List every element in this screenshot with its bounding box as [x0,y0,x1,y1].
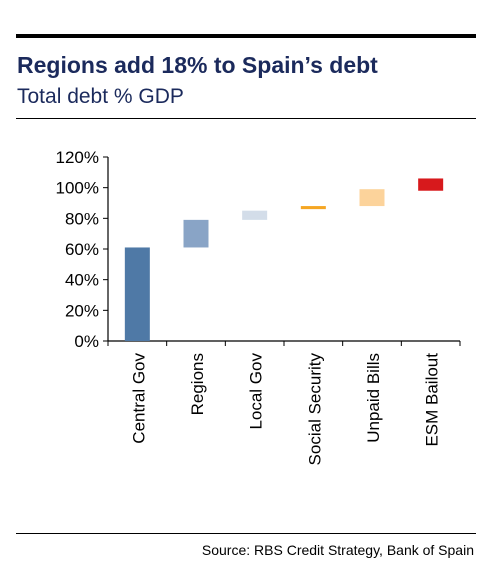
bar-local-gov [242,210,268,220]
chart-subtitle: Total debt % GDP [17,85,184,108]
bar-unpaid-bills [359,189,385,207]
x-tick-label: Local Gov [247,353,266,430]
x-axis: Central Gov Regions Local Gov Social Securi… [107,340,461,466]
source-note: Source: RBS Credit Strategy, Bank of Spa… [201,542,474,558]
x-tick-label: Central Gov [129,353,148,444]
bar-esm-bailout [418,178,444,191]
y-tick-label: 100% [56,179,99,198]
y-tick-label: 20% [65,301,99,320]
y-tick-label: 0% [74,332,99,351]
y-tick-label: 120% [56,148,99,167]
x-tick-label: ESM Bailout [423,353,442,447]
x-tick-label: Unpaid Bills [364,353,383,443]
bar-central-gov [124,247,150,341]
x-tick-label: Social Security [305,353,324,466]
chart-title: Regions add 18% to Spain’s debt [17,52,378,78]
bar-social-security [300,206,326,210]
y-tick-label: 80% [65,209,99,228]
bars-group [124,178,444,341]
y-tick-label: 60% [65,240,99,259]
bar-regions [183,219,209,248]
x-tick-label: Regions [188,353,207,415]
y-tick-label: 40% [65,271,99,290]
footer-divider [16,533,476,534]
header-divider [16,118,476,119]
top-rule [16,34,476,38]
y-axis: 0% 20% 40% 60% 80% 100% 120% [56,148,109,351]
